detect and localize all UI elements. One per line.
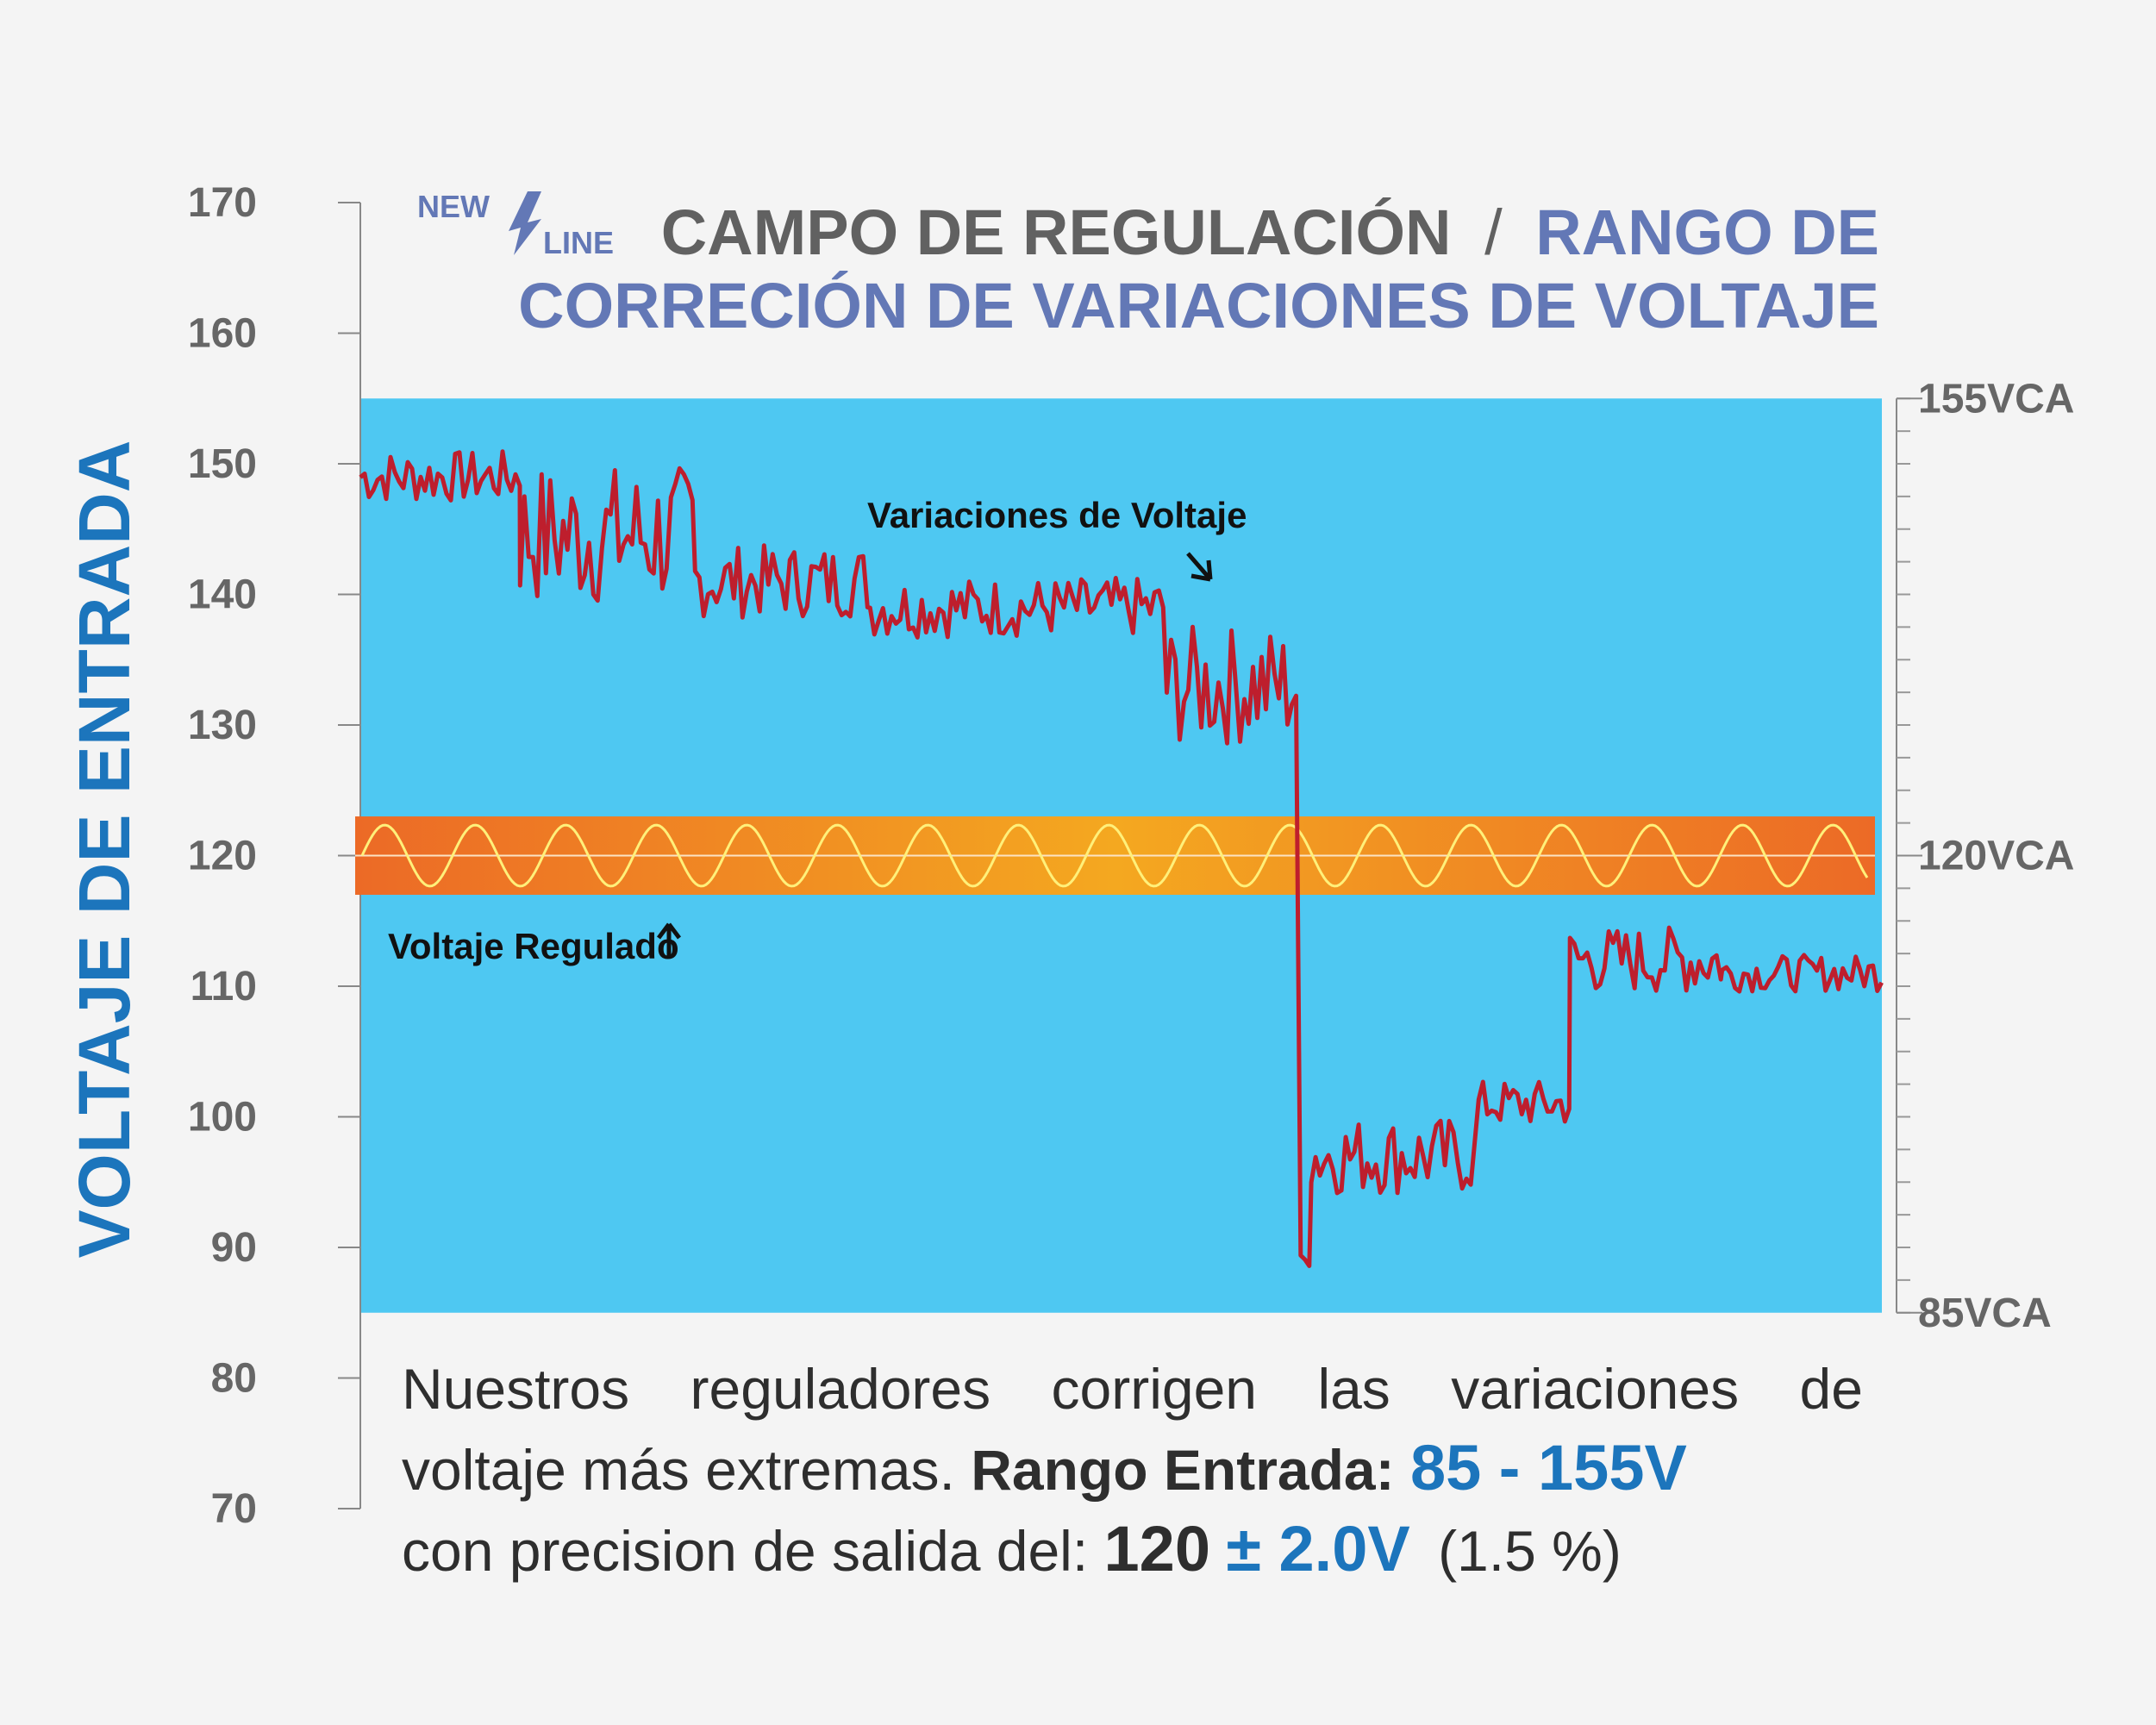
y-tick-label: 140 — [188, 572, 257, 618]
range-label: Rango Entrada: — [971, 1438, 1395, 1502]
right-axis-label: 85VCA — [1918, 1291, 2052, 1336]
y-tick-label: 150 — [188, 441, 257, 487]
caption-line2: voltaje más extremas. Rango Entrada: 85 … — [402, 1428, 1863, 1509]
right-axis-label: 120VCA — [1918, 834, 2074, 879]
caption-line3-text: con precision de salida del: — [402, 1519, 1089, 1583]
precision-percent: (1.5 %) — [1438, 1519, 1622, 1583]
caption-word: reguladores — [690, 1357, 991, 1421]
y-tick-label: 80 — [211, 1356, 257, 1402]
caption-word: corrigen — [1051, 1357, 1257, 1421]
title-part2: RANGO DE — [1535, 197, 1879, 268]
y-tick-label: 160 — [188, 311, 257, 357]
regulated-sine-wave — [360, 823, 1869, 888]
caption-word: de — [1799, 1357, 1863, 1421]
logo-new: NEW — [417, 189, 490, 224]
y-tick-label: 170 — [188, 180, 257, 226]
y-tick-label: 90 — [211, 1225, 257, 1271]
range-value: 85 - 155V — [1409, 1432, 1687, 1503]
lightning-icon — [509, 191, 541, 255]
arrow-up-icon — [657, 922, 681, 959]
caption-line3: con precision de salida del: 120 ± 2.0V … — [402, 1509, 1863, 1591]
arrow-down-right-icon — [1186, 552, 1213, 582]
right-axis-label: 155VCA — [1918, 376, 2074, 422]
y-tick-label: 120 — [188, 834, 257, 879]
y-axis-right: 155VCA 120VCA 85VCA — [1896, 376, 2074, 1336]
caption-word: las — [1317, 1357, 1390, 1421]
logo-line: LINE — [543, 225, 614, 260]
chart-title-line2: CORRECIÓN DE VARIACIONES DE VOLTAJE — [518, 270, 1879, 341]
title-part1: CAMPO DE REGULACIÓN — [661, 197, 1452, 268]
y-axis-left: 170 160 150 140 130 120 110 100 90 80 70 — [188, 180, 361, 1532]
y-tick-label: 110 — [191, 964, 257, 1009]
title-separator: / — [1484, 197, 1503, 268]
y-axis-title: VOLTAJE DE ENTRADA — [64, 441, 145, 1259]
chart-title-line1: CAMPO DE REGULACIÓN / RANGO DE — [661, 197, 1879, 268]
newline-logo: NEW LINE — [417, 189, 614, 260]
caption-word: Nuestros — [402, 1357, 630, 1421]
precision-main: 120 — [1103, 1513, 1210, 1584]
y-tick-label: 130 — [188, 703, 257, 748]
caption: Nuestros reguladores corrigen las variacione… — [402, 1349, 1863, 1591]
annotation-regulado: Voltaje Regulado — [388, 926, 679, 966]
input-voltage-series — [359, 449, 1884, 1268]
caption-line1: Nuestros reguladores corrigen las variacione… — [402, 1349, 1863, 1428]
annotation-variaciones: Variaciones de Voltaje — [867, 495, 1247, 535]
precision-tolerance: ± 2.0V — [1226, 1513, 1410, 1584]
y-tick-label: 100 — [188, 1095, 257, 1141]
caption-word: variaciones — [1451, 1357, 1740, 1421]
caption-line2-text: voltaje más extremas. — [402, 1438, 955, 1502]
y-tick-label: 70 — [211, 1486, 257, 1532]
